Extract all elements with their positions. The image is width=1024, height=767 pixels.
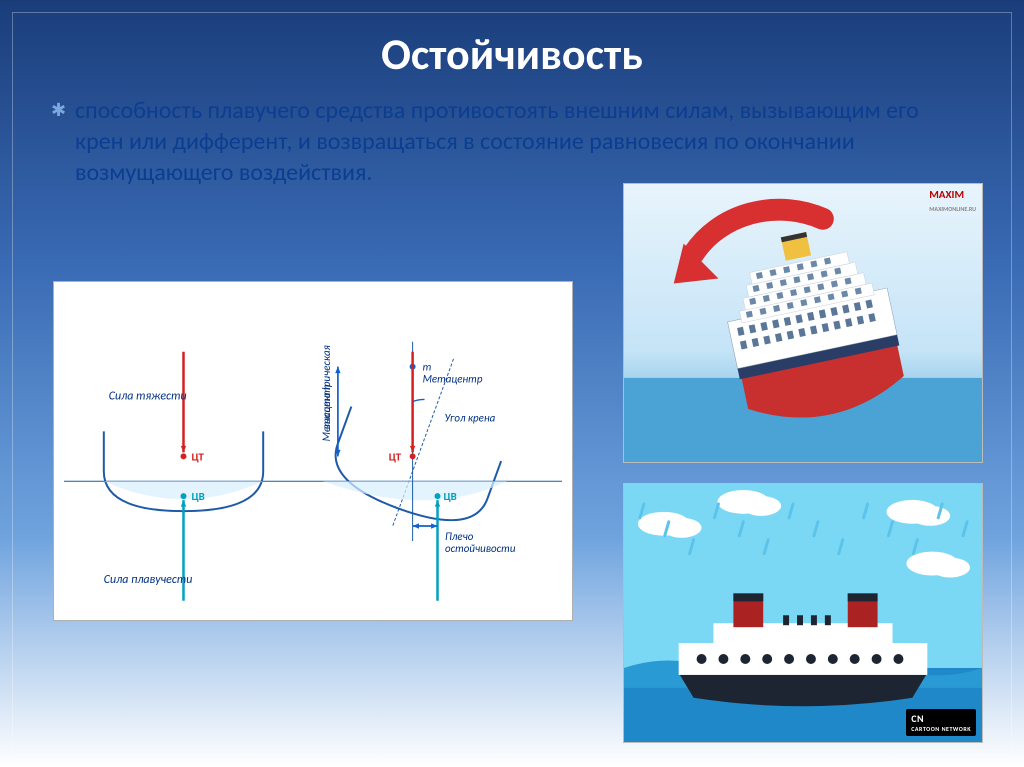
cartoon-ship-graphic	[624, 484, 982, 743]
watermark-maxim: MAXIM MAXIMONLINE.RU	[929, 188, 976, 214]
definition-text: способность плавучего средства противост…	[75, 96, 919, 187]
stability-diagram-panel: ЦТЦВСила тяжестиСила плавучестиmМетацент…	[53, 281, 573, 621]
svg-text:ЦВ: ЦВ	[191, 490, 204, 503]
svg-text:Угол крена: Угол крена	[444, 411, 495, 424]
svg-text:ЦТ: ЦТ	[389, 450, 402, 463]
slide-frame: Остойчивость ✱ способность плавучего сре…	[12, 12, 1012, 755]
svg-text:остойчивости: остойчивости	[445, 542, 516, 555]
ship-heel-graphic	[624, 184, 982, 462]
cartoon-ship-panel: CN CARTOON NETWORK	[623, 483, 983, 743]
svg-text:Сила тяжести: Сила тяжести	[109, 390, 187, 404]
definition-block: ✱ способность плавучего средства противо…	[13, 87, 1011, 197]
svg-text:ЦВ: ЦВ	[443, 490, 456, 503]
stability-diagram: ЦТЦВСила тяжестиСила плавучестиmМетацент…	[54, 282, 572, 621]
svg-text:ЦТ: ЦТ	[191, 450, 204, 463]
page-title: Остойчивость	[13, 13, 1011, 87]
svg-text:высота h: высота h	[320, 384, 333, 429]
ship-heel-panel: MAXIM MAXIMONLINE.RU	[623, 183, 983, 463]
svg-text:Сила плавучести: Сила плавучести	[104, 573, 193, 587]
svg-text:Метацентр: Метацентр	[423, 373, 483, 386]
bullet-icon: ✱	[51, 99, 66, 122]
cartoon-network-badge: CN CARTOON NETWORK	[906, 709, 976, 736]
